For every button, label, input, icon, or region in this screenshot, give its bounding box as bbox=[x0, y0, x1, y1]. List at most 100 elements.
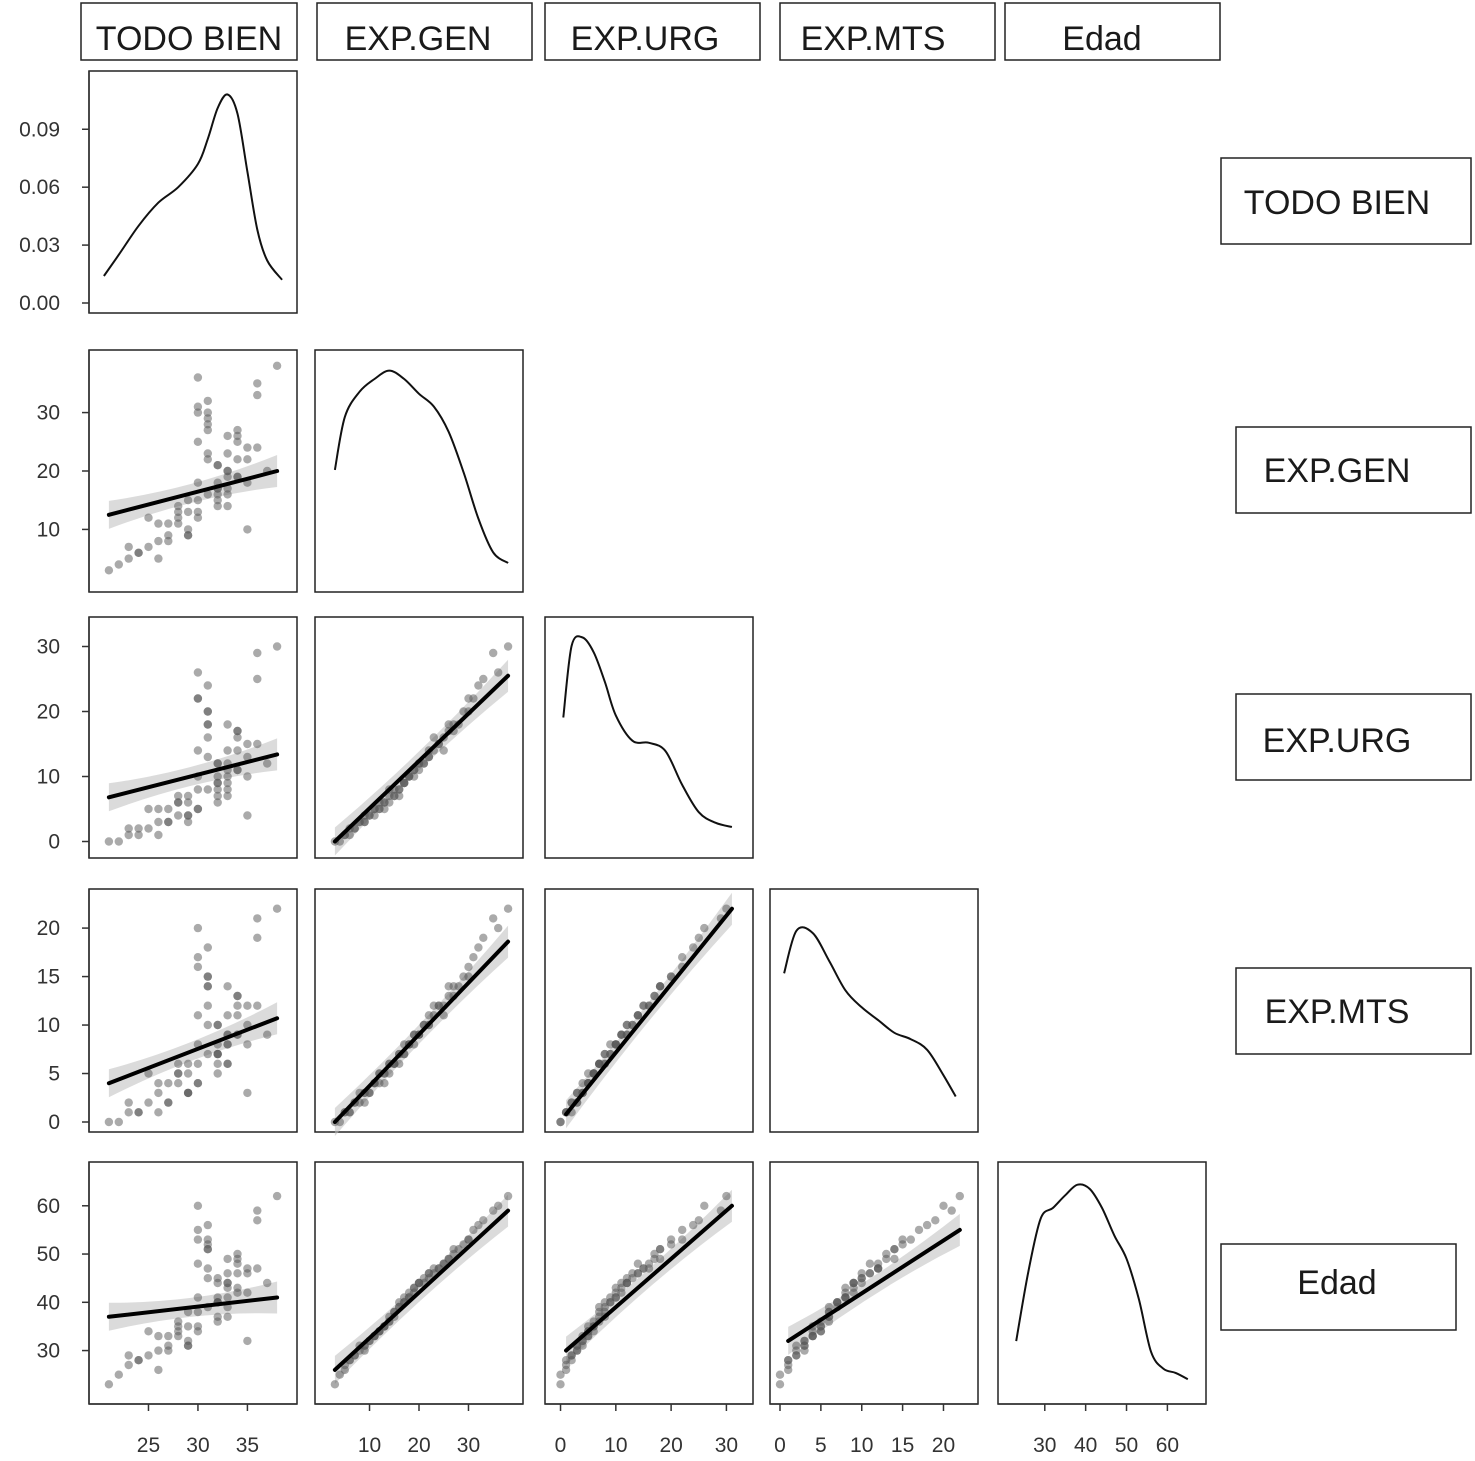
data-point bbox=[203, 1049, 212, 1059]
data-point bbox=[114, 1117, 124, 1127]
scatter-panel-exp-mts-vs-todo-bien bbox=[88, 888, 298, 1133]
x-tick-label: 40 bbox=[1074, 1434, 1097, 1457]
data-point bbox=[633, 1259, 643, 1268]
data-point bbox=[203, 396, 212, 406]
data-point bbox=[213, 501, 222, 511]
data-point bbox=[595, 1302, 604, 1312]
data-point bbox=[154, 554, 163, 563]
data-point bbox=[203, 733, 212, 742]
data-point bbox=[203, 414, 212, 423]
data-point bbox=[792, 1341, 801, 1350]
data-point bbox=[134, 1108, 143, 1117]
data-point bbox=[193, 1225, 203, 1235]
data-point bbox=[360, 817, 369, 827]
right-strip-labels: TODO BIEN EXP.GEN EXP.URG EXP.MTS Edad bbox=[1220, 157, 1472, 1331]
scatter-panel-exp-gen-vs-todo-bien bbox=[88, 349, 298, 593]
data-point bbox=[444, 720, 453, 729]
data-point bbox=[213, 1312, 222, 1322]
data-point bbox=[193, 785, 203, 794]
data-point bbox=[213, 496, 222, 505]
data-point bbox=[164, 1331, 173, 1341]
data-point bbox=[243, 811, 252, 820]
data-point bbox=[253, 1001, 262, 1010]
data-point bbox=[213, 1020, 222, 1030]
data-point bbox=[104, 1380, 114, 1389]
panel-frame bbox=[314, 888, 524, 1133]
data-point bbox=[841, 1293, 850, 1302]
data-point bbox=[193, 1079, 203, 1088]
y-tick-label: 30 bbox=[37, 1340, 60, 1363]
top-strip-exp-urg: EXP.URG bbox=[544, 2, 761, 61]
data-point bbox=[114, 1370, 124, 1379]
data-point bbox=[253, 379, 262, 388]
data-point bbox=[223, 1269, 232, 1278]
data-point bbox=[183, 1322, 193, 1331]
data-point bbox=[193, 402, 203, 411]
data-point bbox=[474, 681, 483, 690]
data-point bbox=[154, 1108, 163, 1117]
y-tick-label: 0.09 bbox=[19, 118, 60, 141]
data-point bbox=[144, 1351, 153, 1360]
panel-frame bbox=[544, 616, 754, 859]
data-point bbox=[213, 759, 222, 768]
top-strip-todo-bien: TODO BIEN bbox=[80, 2, 298, 61]
y-tick-label: 10 bbox=[37, 766, 60, 789]
data-point bbox=[567, 1351, 576, 1360]
x-axis-todo-bien: 25 30 35 bbox=[89, 1403, 297, 1457]
data-point bbox=[243, 525, 252, 534]
data-point bbox=[164, 519, 173, 528]
data-point bbox=[464, 1235, 473, 1244]
data-point bbox=[722, 1191, 731, 1201]
data-point bbox=[223, 490, 232, 499]
data-point bbox=[243, 1288, 252, 1297]
data-point bbox=[898, 1240, 907, 1249]
data-point bbox=[400, 778, 409, 788]
data-point bbox=[203, 420, 212, 429]
data-point bbox=[233, 455, 242, 464]
data-point bbox=[272, 904, 282, 913]
data-point bbox=[464, 694, 473, 703]
data-point bbox=[233, 765, 242, 775]
data-point bbox=[833, 1298, 842, 1307]
right-strip-todo-bien: TODO BIEN bbox=[1220, 157, 1472, 245]
top-strip-label: Edad bbox=[1062, 20, 1141, 58]
data-point bbox=[414, 1278, 424, 1288]
data-point bbox=[183, 791, 193, 801]
top-strip-label: EXP.URG bbox=[571, 20, 720, 58]
data-point bbox=[183, 507, 193, 517]
data-point bbox=[644, 1264, 654, 1273]
data-point bbox=[233, 733, 242, 742]
data-point bbox=[183, 1341, 193, 1350]
data-point bbox=[243, 1040, 252, 1049]
data-point bbox=[213, 1059, 222, 1069]
x-tick-label: 30 bbox=[715, 1434, 738, 1457]
data-point bbox=[439, 746, 448, 755]
density-panel-edad-vs-edad bbox=[997, 1161, 1207, 1405]
data-point bbox=[193, 1201, 203, 1211]
data-point bbox=[489, 1206, 498, 1215]
data-point bbox=[233, 991, 242, 1001]
y-tick-label: 10 bbox=[37, 1014, 60, 1037]
data-point bbox=[154, 817, 163, 827]
panel-frame bbox=[997, 1161, 1207, 1405]
regression-line bbox=[786, 1227, 962, 1343]
data-point bbox=[203, 982, 212, 991]
data-point bbox=[164, 531, 173, 540]
regression-line bbox=[106, 469, 280, 517]
x-tick-label: 30 bbox=[457, 1434, 480, 1457]
data-point bbox=[678, 1235, 687, 1244]
data-point bbox=[174, 811, 183, 820]
data-point bbox=[183, 531, 193, 540]
data-point bbox=[223, 1312, 232, 1322]
data-point bbox=[104, 837, 114, 846]
data-point bbox=[134, 824, 143, 833]
data-point bbox=[253, 933, 262, 942]
data-point bbox=[203, 707, 212, 716]
x-tick-label: 0 bbox=[555, 1434, 567, 1457]
y-tick-label: 30 bbox=[37, 636, 60, 659]
data-point bbox=[243, 772, 252, 781]
right-strip-label: EXP.MTS bbox=[1265, 993, 1410, 1031]
data-point bbox=[233, 425, 242, 435]
data-point bbox=[213, 461, 222, 470]
data-point bbox=[164, 1341, 173, 1350]
